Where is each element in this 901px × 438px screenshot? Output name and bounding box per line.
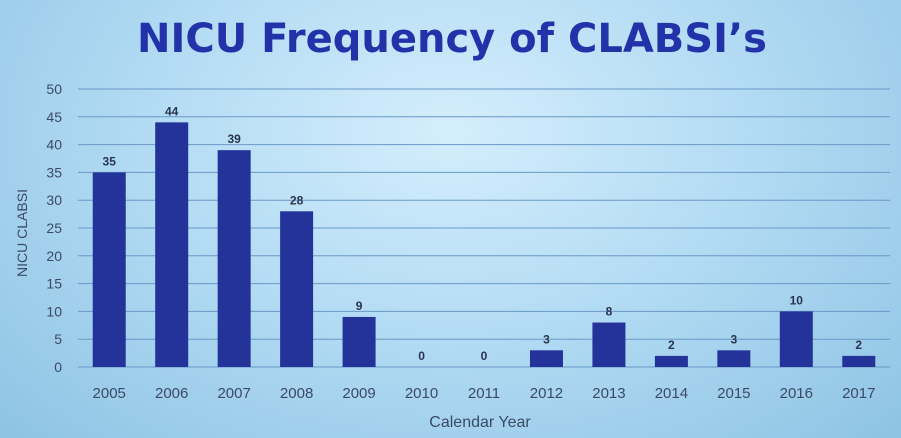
y-tick-label: 20 <box>46 248 62 264</box>
x-tick-label-2017: 2017 <box>842 385 875 402</box>
bar-2012 <box>529 350 563 367</box>
x-tick-label-2011: 2011 <box>468 385 500 402</box>
x-tick-label-2013: 2013 <box>592 385 625 402</box>
x-tick-label-2005: 2005 <box>93 385 126 402</box>
data-label-2008: 28 <box>290 193 304 207</box>
x-axis-label: Calendar Year <box>429 414 531 431</box>
bars <box>92 122 876 367</box>
y-tick-label: 40 <box>46 137 62 153</box>
x-axis-ticks: 2005 2006 2007 2008 2009 2010 2011 2012 2013 2014… <box>93 385 876 402</box>
data-label-2007: 39 <box>227 132 241 146</box>
x-tick-label-2008: 2008 <box>280 385 313 402</box>
x-tick-label-2016: 2016 <box>780 385 813 402</box>
y-tick-label: 35 <box>46 164 62 180</box>
y-tick-label: 15 <box>46 276 62 292</box>
data-label-2006: 44 <box>165 104 179 118</box>
y-tick-label: 10 <box>46 303 62 319</box>
bar-2016 <box>779 311 813 367</box>
y-tick-label: 5 <box>54 331 62 347</box>
bar-2013 <box>592 322 626 367</box>
data-label-2009: 9 <box>356 299 363 313</box>
y-tick-label: 45 <box>46 109 62 125</box>
data-label-2011: 0 <box>481 349 488 363</box>
bar-2014 <box>654 355 688 367</box>
data-labels: 35 44 39 28 9 0 0 3 8 2 3 10 2 <box>103 104 863 363</box>
y-tick-label: 30 <box>46 192 62 208</box>
data-label-2010: 0 <box>418 349 425 363</box>
data-label-2014: 2 <box>668 338 675 352</box>
data-label-2012: 3 <box>543 332 550 346</box>
x-tick-label-2012: 2012 <box>530 385 563 402</box>
x-tick-label-2015: 2015 <box>717 385 750 402</box>
bar-2007 <box>217 150 251 367</box>
bar-2008 <box>280 211 314 367</box>
y-tick-label: 25 <box>46 220 62 236</box>
bar-2006 <box>155 122 189 367</box>
gridlines <box>78 88 890 368</box>
data-label-2005: 35 <box>103 154 117 168</box>
data-label-2016: 10 <box>790 293 804 307</box>
bar-2017 <box>842 355 876 367</box>
y-tick-label: 0 <box>54 359 62 375</box>
bar-2005 <box>92 172 126 367</box>
y-tick-label: 50 <box>46 81 62 97</box>
y-axis-ticks: 0 5 10 15 20 25 30 35 40 45 50 <box>46 81 62 375</box>
data-label-2013: 8 <box>606 305 613 319</box>
data-label-2015: 3 <box>731 332 738 346</box>
x-tick-label-2014: 2014 <box>655 385 688 402</box>
x-tick-label-2007: 2007 <box>217 385 250 402</box>
bar-2015 <box>717 350 751 367</box>
chart-title: NICU Frequency of CLABSI’s <box>137 16 767 62</box>
data-label-2017: 2 <box>855 338 862 352</box>
y-axis-label: NICU CLABSI <box>14 189 30 277</box>
x-tick-label-2006: 2006 <box>155 385 188 402</box>
x-tick-label-2009: 2009 <box>342 385 375 402</box>
bar-2009 <box>342 316 376 367</box>
x-tick-label-2010: 2010 <box>405 385 438 402</box>
